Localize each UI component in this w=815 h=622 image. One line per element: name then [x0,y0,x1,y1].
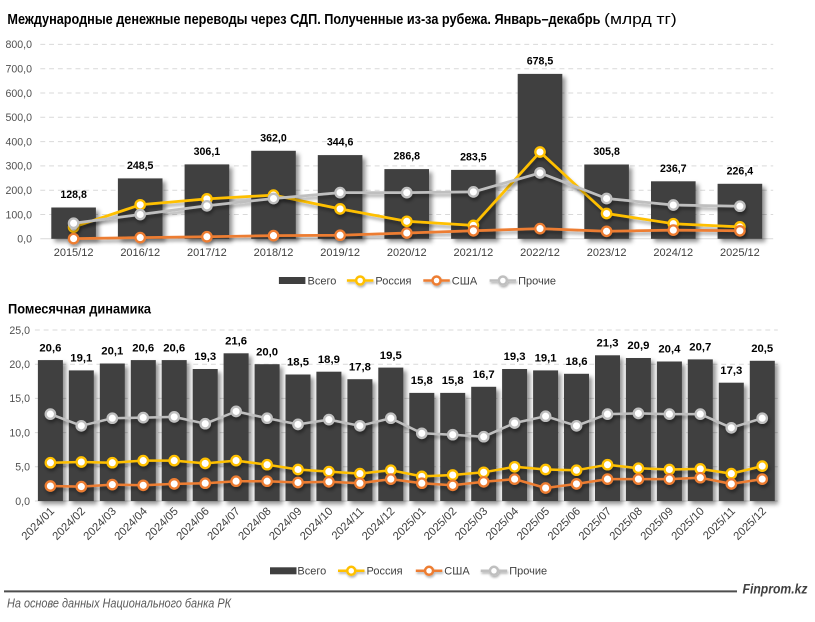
svg-text:США: США [452,275,478,287]
svg-text:2016/12: 2016/12 [120,247,160,259]
svg-text:200,0: 200,0 [5,185,32,197]
svg-text:19,1: 19,1 [535,353,557,365]
svg-text:(млрд тг): (млрд тг) [604,12,677,28]
svg-text:20,7: 20,7 [689,342,711,354]
svg-text:400,0: 400,0 [5,136,32,148]
svg-text:2022/12: 2022/12 [520,247,560,259]
svg-text:344,6: 344,6 [327,137,354,149]
svg-text:300,0: 300,0 [5,161,32,173]
svg-text:19,3: 19,3 [504,351,526,363]
svg-text:2020/12: 2020/12 [387,247,427,259]
svg-text:600,0: 600,0 [5,88,32,100]
svg-text:Всего: Всего [308,275,337,287]
svg-text:15,0: 15,0 [9,393,30,405]
svg-text:19,3: 19,3 [194,351,216,363]
svg-text:306,1: 306,1 [194,146,221,158]
svg-text:2023/12: 2023/12 [587,247,627,259]
svg-text:20,6: 20,6 [132,342,154,354]
svg-text:128,8: 128,8 [60,189,87,201]
svg-text:19,1: 19,1 [70,353,92,365]
svg-text:0,0: 0,0 [15,496,30,508]
svg-text:Россия: Россия [367,566,403,578]
svg-text:2025/12: 2025/12 [720,247,760,259]
svg-text:362,0: 362,0 [260,132,287,144]
svg-text:15,8: 15,8 [442,375,464,387]
svg-text:2019/12: 2019/12 [320,247,360,259]
svg-text:19,5: 19,5 [380,350,402,362]
svg-text:20,0: 20,0 [256,346,278,358]
svg-text:2015/12: 2015/12 [54,247,94,259]
svg-text:286,8: 286,8 [394,151,421,163]
svg-text:21,3: 21,3 [597,338,619,350]
svg-text:248,5: 248,5 [127,160,154,172]
svg-text:20,4: 20,4 [658,344,681,356]
svg-text:20,6: 20,6 [39,342,61,354]
svg-text:Всего: Всего [297,566,326,578]
svg-text:США: США [444,566,470,578]
svg-text:15,8: 15,8 [411,375,433,387]
svg-text:305,8: 305,8 [593,146,620,158]
svg-text:20,1: 20,1 [101,346,123,358]
svg-text:100,0: 100,0 [5,209,32,221]
svg-text:Россия: Россия [375,275,411,287]
svg-text:Прочие: Прочие [509,566,547,578]
svg-text:10,0: 10,0 [9,427,30,439]
svg-text:20,6: 20,6 [163,342,185,354]
svg-text:2017/12: 2017/12 [187,247,227,259]
svg-text:2021/12: 2021/12 [454,247,494,259]
svg-text:20,9: 20,9 [627,340,649,352]
svg-text:16,7: 16,7 [473,369,495,381]
svg-text:0,0: 0,0 [17,234,32,246]
svg-text:678,5: 678,5 [527,55,554,67]
svg-text:2024/12: 2024/12 [653,247,693,259]
svg-text:236,7: 236,7 [660,163,687,175]
svg-text:Прочие: Прочие [518,275,556,287]
svg-text:18,5: 18,5 [287,357,309,369]
svg-text:17,3: 17,3 [720,365,742,377]
svg-text:21,6: 21,6 [225,336,247,348]
svg-text:17,8: 17,8 [349,361,371,373]
svg-text:20,0: 20,0 [9,359,30,371]
svg-text:226,4: 226,4 [727,165,754,177]
svg-text:5,0: 5,0 [15,462,30,474]
svg-text:18,9: 18,9 [318,354,340,366]
svg-text:800,0: 800,0 [5,39,32,51]
svg-text:25,0: 25,0 [9,325,30,337]
svg-text:2018/12: 2018/12 [254,247,294,259]
svg-text:700,0: 700,0 [5,64,32,76]
svg-text:20,5: 20,5 [751,343,773,355]
svg-text:283,5: 283,5 [460,151,487,163]
svg-text:500,0: 500,0 [5,112,32,124]
svg-text:Международные денежные перевод: Международные денежные переводы через СД… [7,12,600,28]
svg-text:Помесячная динамика: Помесячная динамика [8,302,152,317]
svg-text:На основе данных Национального: На основе данных Национального банка РК [7,597,232,611]
svg-text:Finprom.kz: Finprom.kz [743,581,808,596]
svg-text:18,6: 18,6 [566,356,588,368]
